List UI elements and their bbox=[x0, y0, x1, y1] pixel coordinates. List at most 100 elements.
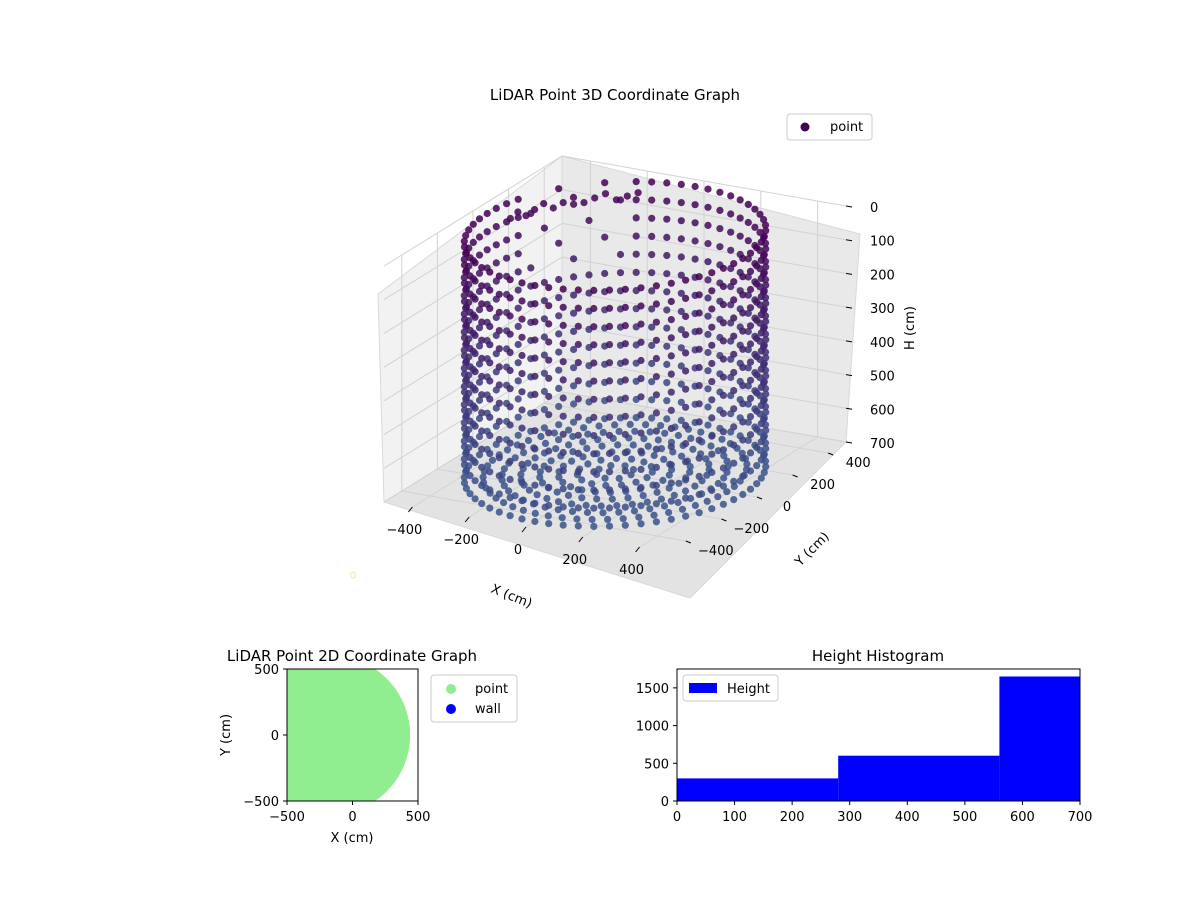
point-3d bbox=[460, 274, 468, 282]
point-3d bbox=[746, 449, 755, 457]
point-3d bbox=[719, 301, 728, 309]
point-3d bbox=[492, 204, 500, 212]
point-3d bbox=[533, 491, 541, 499]
x-tick-label-histogram: 400 bbox=[895, 810, 920, 825]
point-3d bbox=[478, 336, 486, 344]
point-3d bbox=[667, 424, 675, 433]
point-3d bbox=[518, 297, 526, 305]
point-3d bbox=[506, 494, 514, 502]
point-3d bbox=[466, 381, 474, 389]
point-3d bbox=[559, 467, 567, 475]
point-3d bbox=[478, 500, 486, 508]
point-3d bbox=[604, 515, 612, 524]
point-3d bbox=[590, 432, 598, 440]
point-3d bbox=[762, 227, 770, 235]
point-3d bbox=[730, 477, 738, 485]
point-3d bbox=[478, 445, 486, 453]
point-3d bbox=[615, 427, 623, 435]
point-3d bbox=[616, 269, 625, 277]
point-3d bbox=[584, 430, 592, 438]
histogram-title: Height Histogram bbox=[812, 647, 944, 665]
point-3d bbox=[486, 304, 494, 312]
x-tick-3d bbox=[635, 546, 640, 553]
point-3d bbox=[736, 214, 744, 222]
point-3d bbox=[570, 364, 578, 372]
point-3d bbox=[704, 403, 712, 411]
point-3d bbox=[739, 400, 747, 408]
point-3d bbox=[757, 383, 765, 391]
point-3d bbox=[471, 386, 479, 394]
point-3d bbox=[746, 431, 755, 439]
point-3d bbox=[475, 233, 484, 241]
point-3d bbox=[545, 284, 553, 292]
point-3d bbox=[608, 495, 616, 503]
point-3d bbox=[471, 495, 479, 503]
point-3d bbox=[624, 494, 632, 502]
point-3d bbox=[545, 338, 553, 346]
point-3d bbox=[695, 345, 703, 353]
y-tick-label-2d: −500 bbox=[243, 795, 279, 810]
point-3d bbox=[704, 330, 712, 338]
x-tick-label-2d: 0 bbox=[348, 810, 356, 825]
point-3d bbox=[531, 454, 539, 462]
point-3d bbox=[506, 475, 514, 483]
x-tick-label-3d: 200 bbox=[562, 553, 587, 568]
point-3d bbox=[677, 217, 685, 225]
x-tick-label-3d: −200 bbox=[443, 533, 479, 548]
point-3d bbox=[760, 269, 768, 277]
point-3d bbox=[719, 464, 728, 472]
point-3d bbox=[677, 362, 685, 370]
point-3d bbox=[514, 286, 522, 294]
grid-line-z-back bbox=[561, 290, 847, 342]
point-3d bbox=[708, 432, 716, 440]
point-3d bbox=[708, 414, 716, 422]
point-3d bbox=[704, 348, 712, 357]
point-3d bbox=[559, 478, 567, 486]
point-3d bbox=[486, 504, 494, 512]
point-3d bbox=[590, 486, 598, 494]
z-tick-3d bbox=[845, 441, 853, 444]
point-3d bbox=[611, 421, 619, 429]
point-3d bbox=[590, 304, 598, 313]
point-3d bbox=[663, 397, 671, 405]
point-3d bbox=[663, 324, 671, 332]
point-3d bbox=[719, 264, 728, 272]
point-3d bbox=[462, 466, 470, 474]
point-3d bbox=[757, 420, 765, 428]
point-3d bbox=[574, 359, 582, 367]
point-3d bbox=[471, 277, 479, 285]
point-3d bbox=[460, 401, 468, 409]
point-3d bbox=[652, 445, 661, 453]
point-3d bbox=[514, 431, 522, 439]
point-3d bbox=[483, 209, 491, 218]
point-3d bbox=[568, 457, 576, 465]
point-3d bbox=[605, 304, 614, 312]
point-3d bbox=[518, 388, 526, 396]
point-3d bbox=[746, 413, 755, 421]
point-3d bbox=[695, 273, 703, 281]
point-3d bbox=[665, 471, 673, 479]
z-axis-label-3d: H (cm) bbox=[903, 306, 918, 350]
point-3d bbox=[621, 376, 629, 384]
point-3d bbox=[495, 381, 503, 389]
point-3d bbox=[475, 306, 484, 314]
point-3d bbox=[574, 395, 582, 403]
point-3d bbox=[540, 278, 549, 287]
point-3d bbox=[466, 363, 474, 371]
point-3d bbox=[555, 348, 563, 356]
point-3d bbox=[531, 300, 539, 308]
point-3d bbox=[568, 507, 577, 516]
point-3d bbox=[584, 460, 592, 468]
point-3d bbox=[682, 276, 690, 284]
point-3d bbox=[621, 467, 629, 475]
point-3d bbox=[478, 354, 486, 362]
point-3d bbox=[746, 376, 755, 384]
stray-marker bbox=[350, 571, 356, 579]
point-3d bbox=[518, 442, 526, 450]
z-tick-label-3d: 0 bbox=[870, 201, 878, 216]
y-tick-label-2d: 500 bbox=[254, 663, 279, 678]
point-3d bbox=[761, 221, 770, 229]
point-3d bbox=[518, 460, 526, 468]
point-3d bbox=[544, 512, 552, 520]
point-3d bbox=[471, 440, 479, 448]
